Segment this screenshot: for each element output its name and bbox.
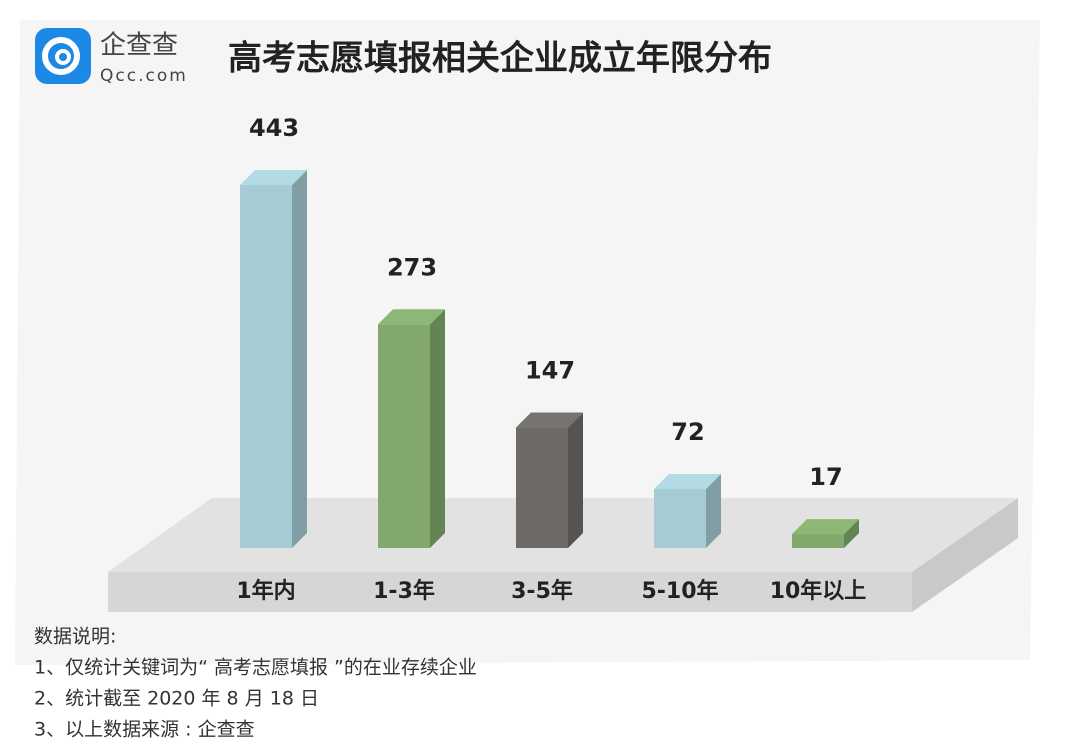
note-line: 2、统计截至 2020 年 8 月 18 日 bbox=[34, 688, 319, 710]
logo-dot bbox=[55, 49, 71, 65]
bar-front bbox=[240, 185, 292, 548]
bar-front bbox=[516, 427, 568, 548]
notes-heading: 数据说明: bbox=[34, 626, 116, 648]
bar-side bbox=[706, 474, 721, 548]
bar bbox=[516, 412, 583, 548]
bar bbox=[654, 474, 721, 548]
logo-name: 企查查 bbox=[100, 31, 178, 61]
x-tick-label: 1-3年 bbox=[373, 578, 435, 604]
bar-front bbox=[378, 324, 430, 548]
value-label: 443 bbox=[249, 114, 299, 142]
bar-side bbox=[430, 309, 445, 548]
bar bbox=[240, 170, 307, 548]
note-line: 3、以上数据来源 : 企查查 bbox=[34, 719, 255, 741]
bar-side bbox=[568, 412, 583, 548]
bar-side bbox=[844, 519, 859, 548]
bar-top bbox=[654, 474, 721, 490]
bar-front bbox=[792, 534, 844, 548]
notes: 1、仅统计关键词为“ 高考志愿填报 ”的在业存续企业 2、统计截至 2020 年 … bbox=[34, 657, 477, 741]
bar bbox=[378, 309, 445, 548]
chart-title: 高考志愿填报相关企业成立年限分布 bbox=[228, 39, 772, 79]
value-label: 17 bbox=[809, 463, 842, 491]
x-tick-label: 5-10年 bbox=[641, 578, 718, 604]
bar-side bbox=[292, 170, 307, 548]
note-line: 1、仅统计关键词为“ 高考志愿填报 ”的在业存续企业 bbox=[34, 657, 477, 679]
x-tick-label: 1年内 bbox=[236, 578, 295, 604]
floor-side bbox=[912, 498, 1018, 612]
bar-front bbox=[654, 489, 706, 548]
x-tick-label: 3-5年 bbox=[511, 578, 573, 604]
bar-top bbox=[516, 412, 583, 428]
x-tick-label: 10年以上 bbox=[770, 578, 867, 604]
bar-top bbox=[792, 519, 859, 535]
bar-top bbox=[240, 170, 307, 185]
value-label: 72 bbox=[671, 418, 704, 446]
floor-front bbox=[108, 572, 912, 612]
value-label: 273 bbox=[387, 253, 437, 281]
bar-top bbox=[378, 309, 445, 325]
logo-ring bbox=[42, 37, 80, 75]
bar bbox=[792, 519, 859, 548]
value-label: 147 bbox=[525, 357, 575, 385]
logo-domain: Qcc.com bbox=[100, 66, 188, 86]
